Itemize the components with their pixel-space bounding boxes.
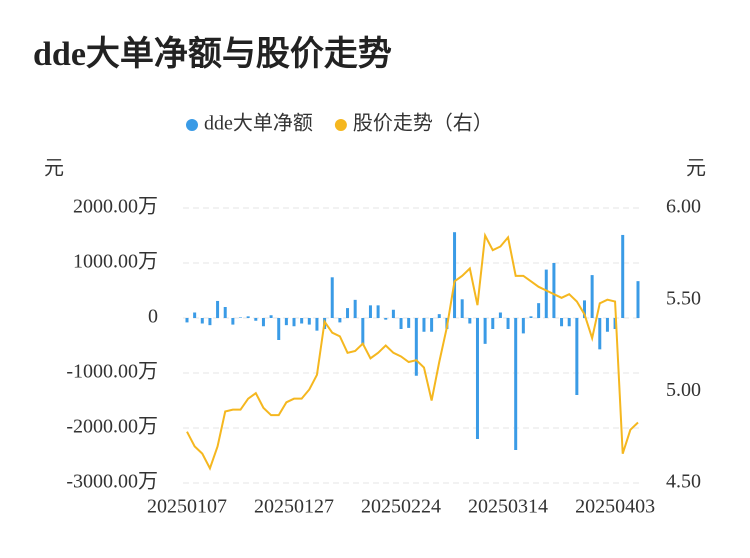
bar xyxy=(475,318,479,439)
x-tick-label: 20250127 xyxy=(254,496,334,518)
bar xyxy=(575,318,579,395)
y-tick-label: 1000.00万 xyxy=(73,251,158,273)
y-tick-label: -2000.00万 xyxy=(66,416,158,438)
bar xyxy=(605,318,609,332)
bar xyxy=(560,318,564,327)
chart-title: dde大单净额与股价走势 xyxy=(33,35,392,73)
y-tick-label: -1000.00万 xyxy=(66,361,158,383)
bar xyxy=(292,318,296,327)
bar xyxy=(453,232,457,318)
bar xyxy=(346,308,350,318)
bar xyxy=(422,318,426,332)
bar xyxy=(261,318,265,327)
legend-marker xyxy=(334,119,347,131)
bar xyxy=(231,318,235,325)
bar xyxy=(384,318,388,320)
bar xyxy=(514,318,518,450)
bar xyxy=(506,318,510,329)
y2-tick-label: 5.00 xyxy=(666,379,701,401)
bar xyxy=(498,312,502,318)
bar xyxy=(353,299,357,318)
bar xyxy=(590,275,594,318)
price-line xyxy=(186,232,639,471)
bar xyxy=(391,309,395,318)
bar xyxy=(613,318,617,329)
bar xyxy=(338,318,342,323)
bar xyxy=(544,269,548,318)
bar xyxy=(621,234,625,318)
legend: dde大单净额 股价走势（右） xyxy=(186,112,493,135)
y2-tick-label: 4.50 xyxy=(666,471,701,493)
bar xyxy=(239,317,243,318)
bar xyxy=(269,315,273,318)
x-tick-label: 20250224 xyxy=(361,496,441,518)
bar xyxy=(315,318,319,331)
bar xyxy=(254,318,258,321)
bar xyxy=(399,318,403,329)
y-tick-label: -3000.00万 xyxy=(66,471,158,493)
y2-tick-label: 5.50 xyxy=(666,287,701,309)
bar xyxy=(430,318,434,332)
bar xyxy=(521,318,525,334)
bar xyxy=(491,318,495,329)
bar xyxy=(208,318,212,326)
legend-marker xyxy=(186,119,198,131)
y2-axis-unit: 元 xyxy=(686,158,706,180)
bar xyxy=(368,305,372,318)
bar xyxy=(407,318,411,328)
bar xyxy=(460,299,464,318)
bar xyxy=(223,307,227,318)
bar xyxy=(552,263,556,318)
bar xyxy=(636,281,640,318)
bar xyxy=(200,318,204,324)
y-axis-unit: 元 xyxy=(44,158,64,180)
bar xyxy=(246,316,250,318)
bar xyxy=(537,303,541,318)
legend-label: 股价走势（右） xyxy=(353,112,493,135)
bar xyxy=(468,318,472,324)
bar xyxy=(529,316,533,318)
bar xyxy=(567,318,571,327)
bar xyxy=(284,318,288,326)
y-tick-label: 0 xyxy=(148,306,158,328)
bar xyxy=(300,318,304,324)
bar xyxy=(330,277,334,318)
x-tick-label: 20250314 xyxy=(468,496,548,518)
bar xyxy=(483,318,487,344)
bar xyxy=(216,300,220,318)
y-tick-label: 2000.00万 xyxy=(73,196,158,218)
legend-label: dde大单净额 xyxy=(204,112,313,135)
bar xyxy=(376,305,380,318)
bar xyxy=(361,318,365,346)
x-tick-label: 20250107 xyxy=(147,496,227,518)
bar xyxy=(185,318,189,323)
bar xyxy=(307,318,311,325)
bar xyxy=(414,318,418,376)
y2-tick-label: 6.00 xyxy=(666,196,701,218)
bar xyxy=(193,312,197,318)
x-tick-label: 20250403 xyxy=(575,496,655,518)
bar xyxy=(277,318,281,340)
bar xyxy=(582,300,586,318)
bar xyxy=(437,314,441,318)
bar xyxy=(598,318,602,350)
